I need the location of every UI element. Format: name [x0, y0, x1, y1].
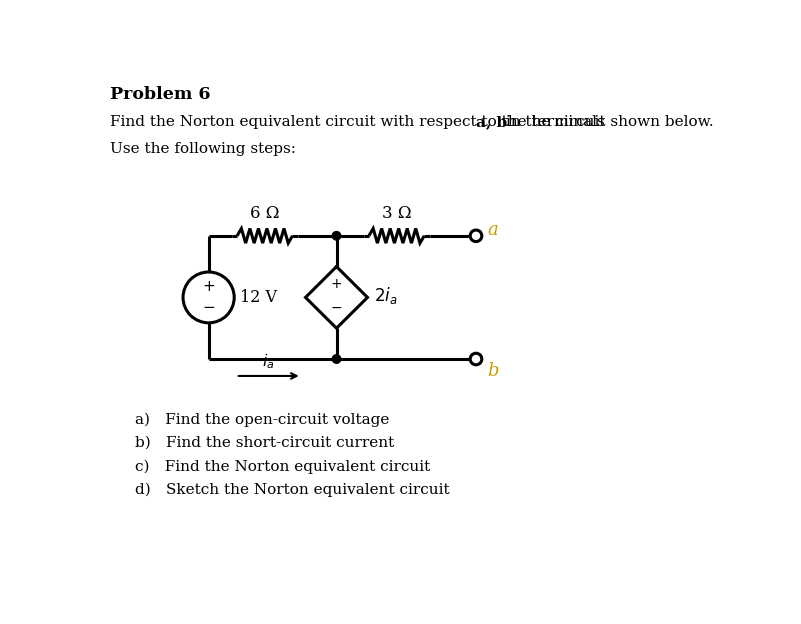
Circle shape — [332, 355, 340, 363]
Text: Use the following steps:: Use the following steps: — [111, 142, 296, 156]
Text: −: − — [202, 300, 215, 315]
Text: +: + — [331, 277, 342, 291]
Text: a) Find the open-circuit voltage: a) Find the open-circuit voltage — [135, 413, 389, 427]
Text: a: a — [488, 222, 498, 240]
Text: in the circuit shown below.: in the circuit shown below. — [501, 115, 714, 129]
Text: a, b: a, b — [476, 115, 507, 129]
Text: 6 Ω: 6 Ω — [250, 205, 280, 222]
Text: $2i_a$: $2i_a$ — [374, 285, 397, 306]
Text: b) Find the short-circuit current: b) Find the short-circuit current — [135, 436, 394, 450]
Text: 12 V: 12 V — [240, 289, 277, 306]
Text: Problem 6: Problem 6 — [111, 85, 211, 103]
Circle shape — [470, 230, 482, 241]
Text: +: + — [202, 279, 215, 294]
Text: c) Find the Norton equivalent circuit: c) Find the Norton equivalent circuit — [135, 459, 430, 474]
Text: b: b — [488, 361, 499, 379]
Text: 3 Ω: 3 Ω — [382, 205, 412, 222]
Circle shape — [470, 353, 482, 365]
Text: −: − — [331, 301, 342, 315]
Text: Find the Norton equivalent circuit with respect to the terminals: Find the Norton equivalent circuit with … — [111, 115, 610, 129]
Circle shape — [332, 232, 340, 240]
Text: d) Sketch the Norton equivalent circuit: d) Sketch the Norton equivalent circuit — [135, 482, 449, 497]
Text: $i_a$: $i_a$ — [263, 353, 275, 371]
